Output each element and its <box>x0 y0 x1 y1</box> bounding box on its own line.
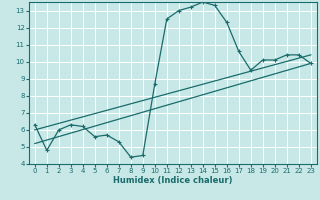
X-axis label: Humidex (Indice chaleur): Humidex (Indice chaleur) <box>113 176 233 185</box>
